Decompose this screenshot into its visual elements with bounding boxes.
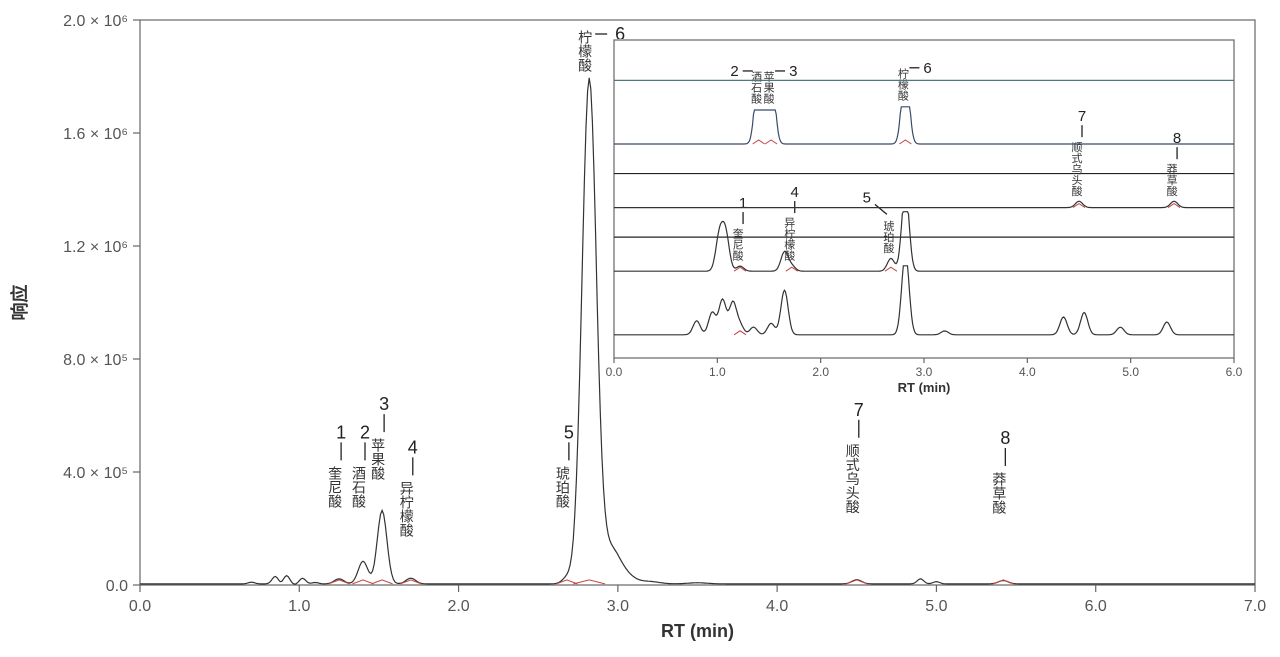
- inset-x-tick-label: 0.0: [606, 365, 623, 379]
- x-axis-title: RT (min): [661, 621, 734, 641]
- y-tick-label: 8.0 × 10⁵: [63, 352, 128, 369]
- x-tick-label: 6.0: [1085, 598, 1107, 615]
- inset-peak-number: 4: [791, 184, 799, 201]
- x-tick-label: 3.0: [607, 598, 629, 615]
- peak-marker: [372, 580, 393, 584]
- peak-label: 异柠檬酸: [399, 481, 415, 537]
- inset-bg: [613, 39, 1235, 359]
- inset-x-tick-label: 3.0: [916, 365, 933, 379]
- x-tick-label: 2.0: [447, 598, 469, 615]
- peak-label: 柠檬酸: [577, 30, 593, 72]
- peak-label: 顺式乌头酸: [845, 444, 861, 514]
- y-tick-label: 1.2 × 10⁶: [63, 239, 128, 256]
- peak-marker: [352, 580, 373, 584]
- inset-peak-label: 顺式乌头酸: [1070, 141, 1083, 197]
- x-tick-label: 4.0: [766, 598, 788, 615]
- chromatogram-figure: 0.0 1.0 2.0 3.0 4.0 5.0 6.0 7.0 0.0 4.0 × 10⁵ 8.0 …: [0, 0, 1280, 657]
- y-tick-label: 0.0: [106, 578, 128, 595]
- peak-number: 4: [408, 437, 418, 457]
- x-tick-label: 0.0: [129, 598, 151, 615]
- inset-x-tick-label: 2.0: [812, 365, 829, 379]
- peak-number: 8: [1000, 428, 1010, 448]
- inset-peak-number: 8: [1173, 130, 1181, 147]
- inset-peak-label: 异柠檬酸: [783, 217, 796, 262]
- peak-label: 奎尼酸: [327, 466, 343, 508]
- inset-x-tick-label: 5.0: [1122, 365, 1139, 379]
- peak-label: 莽草酸: [991, 472, 1007, 514]
- peak-label: 酒石酸: [351, 466, 367, 508]
- peak-number: 3: [379, 394, 389, 414]
- peak-marker: [846, 580, 867, 584]
- peak-number: 2: [360, 422, 370, 442]
- inset-peak-label: 莽草酸: [1165, 163, 1178, 197]
- y-tick-label: 2.0 × 10⁶: [63, 13, 128, 30]
- x-tick-label: 5.0: [925, 598, 947, 615]
- inset-peak-number: 5: [863, 189, 871, 206]
- inset-peak-label: 酒石酸: [750, 71, 763, 105]
- y-axis-title: 响应: [9, 285, 30, 321]
- inset-x-tick-label: 6.0: [1226, 365, 1243, 379]
- inset-peak-number: 6: [923, 60, 931, 77]
- x-tick-label: 1.0: [288, 598, 310, 615]
- peak-label: 苹果酸: [370, 438, 386, 480]
- y-tick-label: 1.6 × 10⁶: [63, 126, 128, 143]
- inset-x-axis-title: RT (min): [898, 380, 951, 395]
- inset-peak-number: 2: [730, 63, 738, 80]
- peak-number: 1: [336, 422, 346, 442]
- x-tick-label: 7.0: [1244, 598, 1266, 615]
- inset-peak-label: 苹果酸: [762, 70, 775, 105]
- inset-x-tick-label: 1.0: [709, 365, 726, 379]
- inset-peak-number: 1: [739, 195, 747, 212]
- peak-label: 琥珀酸: [555, 466, 571, 508]
- inset-x-tick-label: 4.0: [1019, 365, 1036, 379]
- peak-number: 5: [564, 422, 574, 442]
- inset-chart: 0.0 1.0 2.0 3.0 4.0 5.0 6.0 RT (min) 奎尼酸 1 异柠檬酸 4 琥珀…: [606, 39, 1243, 395]
- inset-peak-label: 奎尼酸: [731, 227, 744, 262]
- y-tick-label: 4.0 × 10⁵: [63, 465, 128, 482]
- inset-peak-label: 柠檬酸: [896, 66, 909, 101]
- inset-peak-number: 3: [789, 63, 797, 80]
- chart-root: 0.0 1.0 2.0 3.0 4.0 5.0 6.0 7.0 0.0 4.0 × 10⁵ 8.0 …: [0, 0, 1280, 657]
- inset-peak-label: 琥珀酸: [882, 220, 895, 254]
- peak-number: 7: [854, 400, 864, 420]
- inset-peak-number: 7: [1078, 108, 1086, 125]
- peak-marker: [573, 580, 605, 584]
